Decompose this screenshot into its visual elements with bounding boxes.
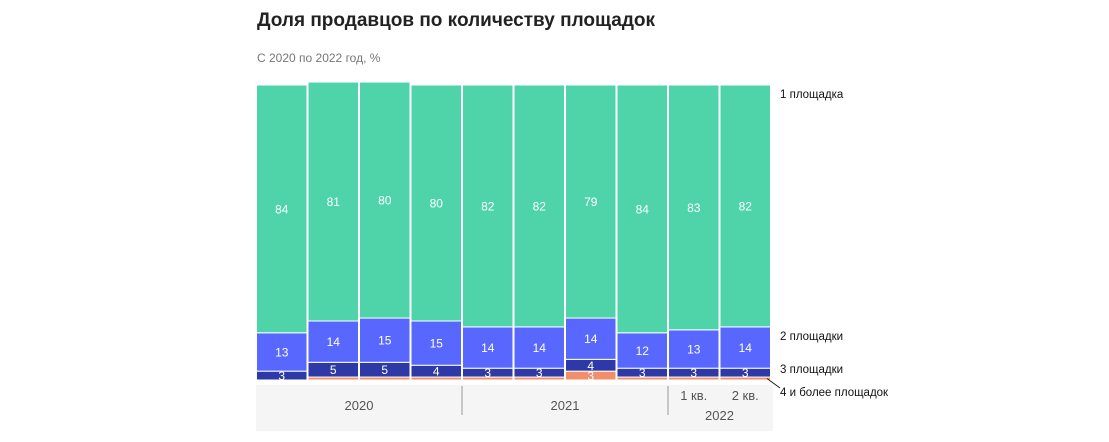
bar-segment xyxy=(565,84,617,319)
data-label: 82 xyxy=(533,199,547,213)
data-label: 13 xyxy=(687,343,701,357)
data-label: 5 xyxy=(381,363,388,377)
bar-segment xyxy=(565,317,617,360)
data-label: 14 xyxy=(481,341,495,355)
bar-segment xyxy=(307,320,359,363)
data-label: 3 xyxy=(639,366,646,380)
data-label: 12 xyxy=(636,344,650,358)
data-label: 14 xyxy=(584,332,598,346)
data-label: 82 xyxy=(481,199,495,213)
bar-segment xyxy=(307,81,359,322)
bar-segment xyxy=(668,84,720,331)
legend-label: 3 площадки xyxy=(780,364,843,376)
data-label: 4 xyxy=(587,359,594,373)
data-label: 15 xyxy=(430,337,444,351)
x-group-label: 2020 xyxy=(345,398,374,413)
x-group-label: 2022 xyxy=(705,408,734,423)
bar-segment xyxy=(462,326,514,369)
data-label: 3 xyxy=(536,366,543,380)
chart-subtitle: С 2020 по 2022 год, % xyxy=(257,51,381,65)
bar-segment xyxy=(616,84,668,334)
bar-segment xyxy=(668,329,720,369)
bar-segment xyxy=(410,84,462,322)
data-label: 3 xyxy=(690,366,697,380)
bar-segment xyxy=(462,84,514,328)
data-label: 84 xyxy=(636,202,650,216)
data-label: 3 xyxy=(484,366,491,380)
legend-label: 2 площадки xyxy=(780,331,843,343)
bar-segment xyxy=(256,84,308,334)
bar-segment xyxy=(513,84,565,328)
data-label: 81 xyxy=(327,195,341,209)
data-label: 80 xyxy=(430,197,444,211)
bar-segment xyxy=(616,332,668,369)
data-label: 4 xyxy=(433,365,440,379)
data-label: 15 xyxy=(378,334,392,348)
chart-title: Доля продавцов по количеству площадок xyxy=(257,10,656,31)
legend-label: 4 и более площадок xyxy=(780,387,889,399)
data-label: 84 xyxy=(275,202,289,216)
bar-segment xyxy=(256,332,308,372)
bar-segment xyxy=(359,81,411,319)
data-label: 3 xyxy=(278,369,285,383)
data-label: 3 xyxy=(587,369,594,383)
legend-leader-line xyxy=(766,378,781,389)
x-axis-band xyxy=(256,385,773,431)
legend-label: 1 площадка xyxy=(780,89,844,101)
data-label: 13 xyxy=(275,345,289,359)
x-sublabel: 1 кв. xyxy=(680,388,707,403)
data-label: 5 xyxy=(330,363,337,377)
bar-segment xyxy=(359,317,411,363)
bar-segment xyxy=(719,84,771,328)
data-label: 82 xyxy=(739,199,753,213)
data-label: 3 xyxy=(742,366,749,380)
data-label: 79 xyxy=(584,195,598,209)
data-label: 83 xyxy=(687,201,701,215)
data-label: 14 xyxy=(739,341,753,355)
x-group-label: 2021 xyxy=(551,398,580,413)
data-label: 14 xyxy=(327,335,341,349)
x-sublabel: 2 кв. xyxy=(732,388,759,403)
data-label: 80 xyxy=(378,194,392,208)
data-label: 14 xyxy=(533,341,547,355)
